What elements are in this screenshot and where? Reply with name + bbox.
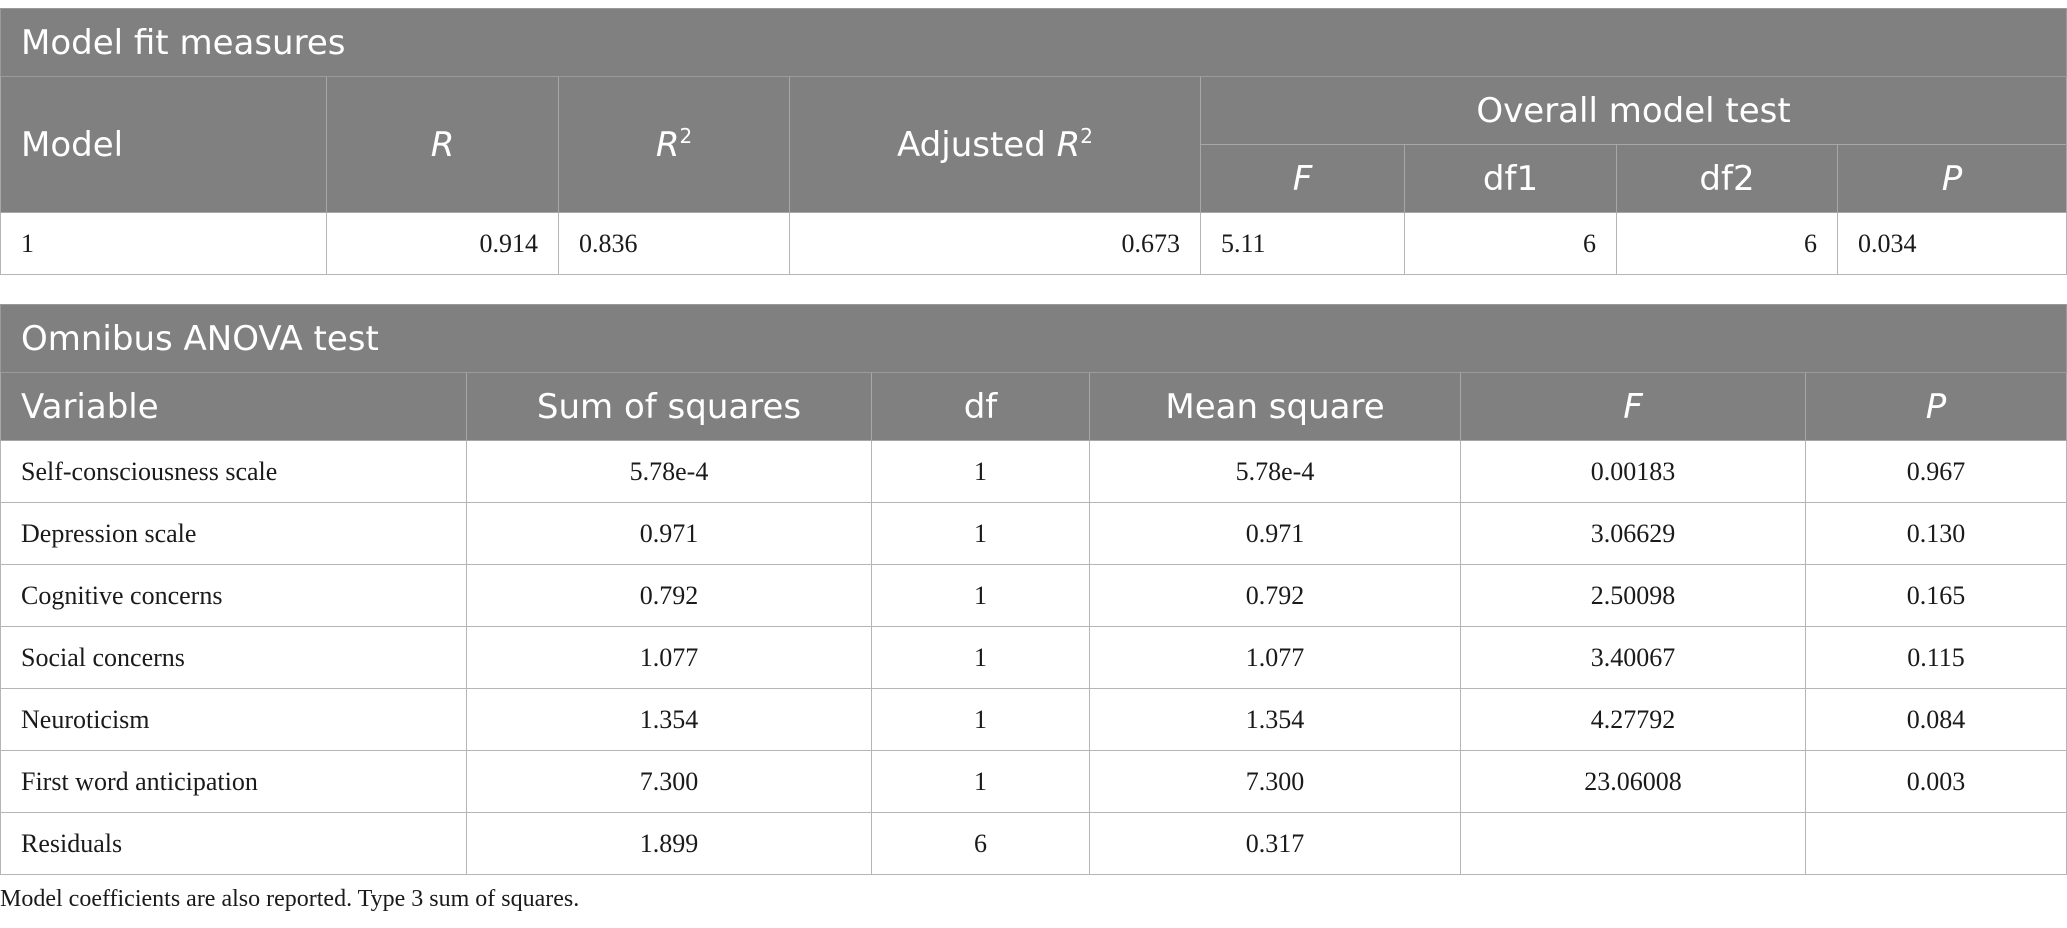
header-p: P <box>1836 144 2067 213</box>
cell-variable: Cognitive concerns <box>0 564 467 627</box>
cell-p: 0.034 <box>1836 212 2067 275</box>
cell-variable: Depression scale <box>0 502 467 565</box>
cell-mean-square: 0.792 <box>1089 564 1461 627</box>
table-row: Residuals 1.899 6 0.317 <box>0 812 2067 875</box>
cell-p: 0.003 <box>1804 750 2067 813</box>
cell-r: 0.914 <box>326 212 559 275</box>
header-mean-square: Mean square <box>1089 372 1461 441</box>
cell-df: 1 <box>871 564 1090 627</box>
header-overall-model-test: Overall model test <box>1199 76 2067 145</box>
table-row: Neuroticism 1.354 1 1.354 4.27792 0.084 <box>0 688 2067 751</box>
cell-mean-square: 1.077 <box>1089 626 1461 689</box>
cell-sum-of-squares: 1.354 <box>466 688 872 751</box>
header-f: F <box>1460 372 1806 441</box>
cell-df: 1 <box>871 688 1090 751</box>
cell-adjusted-r-squared: 0.673 <box>789 212 1201 275</box>
header-r: R <box>326 76 559 213</box>
cell-p: 0.967 <box>1804 440 2067 503</box>
cell-p: 0.084 <box>1804 688 2067 751</box>
cell-f <box>1460 812 1806 875</box>
table-row: Cognitive concerns 0.792 1 0.792 2.50098 0.16… <box>0 564 2067 627</box>
anova-body: Self-consciousness scale 5.78e-4 1 5.78e-4 0… <box>0 440 2067 875</box>
header-p: P <box>1804 372 2067 441</box>
cell-df: 6 <box>871 812 1090 875</box>
cell-p: 0.165 <box>1804 564 2067 627</box>
header-r-squared-base: R <box>655 124 680 165</box>
cell-f: 3.06629 <box>1460 502 1806 565</box>
header-adjusted-base: R <box>1056 124 1081 165</box>
cell-p: 0.115 <box>1804 626 2067 689</box>
cell-sum-of-squares: 0.792 <box>466 564 872 627</box>
table-row: Self-consciousness scale 5.78e-4 1 5.78e-4 0… <box>0 440 2067 503</box>
header-df2: df2 <box>1616 144 1838 213</box>
table-row: First word anticipation 7.300 1 7.300 23.060… <box>0 750 2067 813</box>
header-df: df <box>871 372 1090 441</box>
table-row: Depression scale 0.971 1 0.971 3.06629 0.130 <box>0 502 2067 565</box>
cell-df: 1 <box>871 440 1090 503</box>
cell-df: 1 <box>871 626 1090 689</box>
cell-mean-square: 5.78e-4 <box>1089 440 1461 503</box>
cell-f: 4.27792 <box>1460 688 1806 751</box>
cell-sum-of-squares: 7.300 <box>466 750 872 813</box>
header-r-squared-sup: 2 <box>679 123 693 148</box>
header-variable: Variable <box>0 372 467 441</box>
cell-sum-of-squares: 5.78e-4 <box>466 440 872 503</box>
header-adjusted-sup: 2 <box>1080 123 1093 148</box>
cell-variable: Social concerns <box>0 626 467 689</box>
cell-f: 3.40067 <box>1460 626 1806 689</box>
cell-f: 0.00183 <box>1460 440 1806 503</box>
cell-r-squared: 0.836 <box>558 212 790 275</box>
cell-variable: First word anticipation <box>0 750 467 813</box>
header-model: Model <box>0 76 327 213</box>
cell-df2: 6 <box>1616 212 1838 275</box>
cell-sum-of-squares: 0.971 <box>466 502 872 565</box>
cell-p <box>1804 812 2067 875</box>
header-adjusted-r-squared: Adjusted R2 <box>789 76 1201 213</box>
header-r-squared: R2 <box>558 76 790 213</box>
cell-variable: Residuals <box>0 812 467 875</box>
cell-df: 1 <box>871 502 1090 565</box>
header-sum-of-squares: Sum of squares <box>466 372 872 441</box>
cell-df1: 6 <box>1404 212 1617 275</box>
model-fit-title: Model fit measures <box>0 8 2067 77</box>
header-adjusted-prefix: Adjusted <box>897 124 1057 165</box>
anova-table: Omnibus ANOVA test Variable Sum of squar… <box>0 304 2067 875</box>
table-footnote: Model coefficients are also reported. Ty… <box>0 886 580 912</box>
cell-f: 2.50098 <box>1460 564 1806 627</box>
cell-sum-of-squares: 1.899 <box>466 812 872 875</box>
header-df1: df1 <box>1404 144 1617 213</box>
cell-mean-square: 1.354 <box>1089 688 1461 751</box>
cell-variable: Neuroticism <box>0 688 467 751</box>
cell-variable: Self-consciousness scale <box>0 440 467 503</box>
cell-f: 23.06008 <box>1460 750 1806 813</box>
table-row: Social concerns 1.077 1 1.077 3.40067 0.115 <box>0 626 2067 689</box>
cell-mean-square: 0.317 <box>1089 812 1461 875</box>
anova-title: Omnibus ANOVA test <box>0 304 2067 373</box>
cell-mean-square: 0.971 <box>1089 502 1461 565</box>
cell-f: 5.11 <box>1200 212 1405 275</box>
table-row: 1 0.914 0.836 0.673 5.11 6 6 0.034 <box>0 212 2067 275</box>
cell-df: 1 <box>871 750 1090 813</box>
model-fit-table: Model fit measures Model R R2 Adjusted R… <box>0 8 2067 275</box>
header-f: F <box>1200 144 1405 213</box>
cell-sum-of-squares: 1.077 <box>466 626 872 689</box>
cell-model: 1 <box>0 212 327 275</box>
cell-p: 0.130 <box>1804 502 2067 565</box>
cell-mean-square: 7.300 <box>1089 750 1461 813</box>
